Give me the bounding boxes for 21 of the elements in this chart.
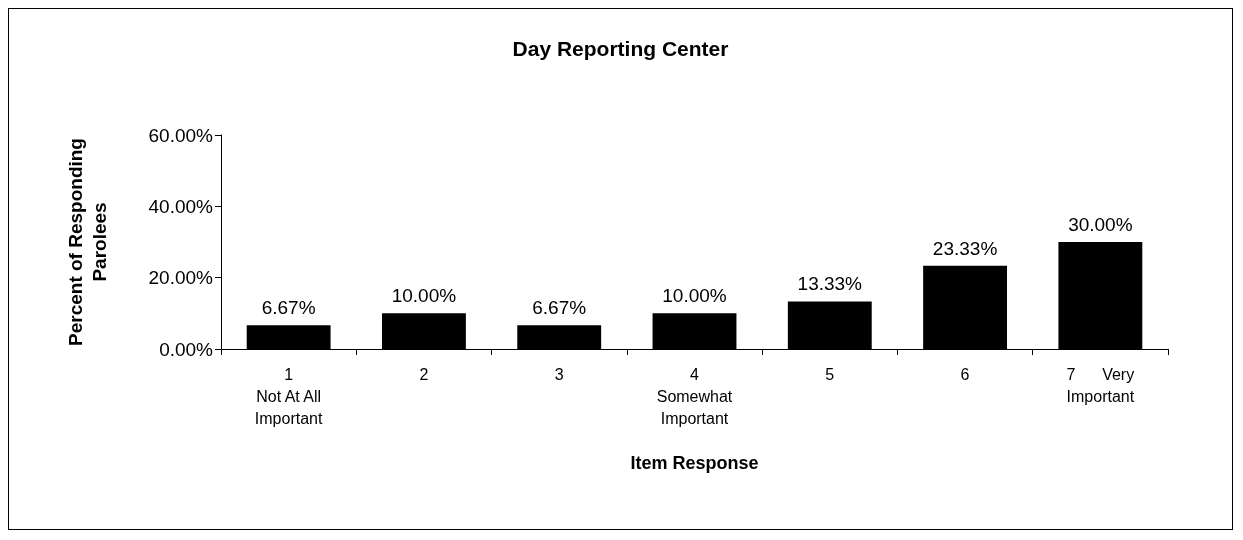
x-tick-label: 4 Somewhat Important [656,365,733,427]
data-label: 23.33% [932,237,998,259]
x-tick-label: 1 Not At All Important [254,365,323,427]
data-label: 10.00% [662,285,727,307]
data-label: 6.67% [261,297,316,319]
y-tick-label: 0.00% [159,338,214,360]
chart-title: Day Reporting Center [512,37,729,60]
x-tick-label: 5 [825,365,835,383]
y-tick-label: 60.00% [148,124,214,146]
x-tick-label: 7 Very Important [1066,365,1135,405]
data-label: 6.67% [532,297,587,319]
data-label: 30.00% [1068,214,1133,235]
y-tick-label: 40.00% [148,195,214,217]
x-axis-title: Item Response [630,453,759,473]
y-axis-title: Percent of Responding Parolees [64,138,110,346]
x-tick-label: 6 [960,365,970,383]
data-label: 13.33% [797,273,863,295]
x-tick-label: 2 [419,365,429,383]
data-label: 10.00% [391,285,457,307]
y-tick-label: 20.00% [148,267,214,289]
x-tick-label: 3 [554,365,564,383]
